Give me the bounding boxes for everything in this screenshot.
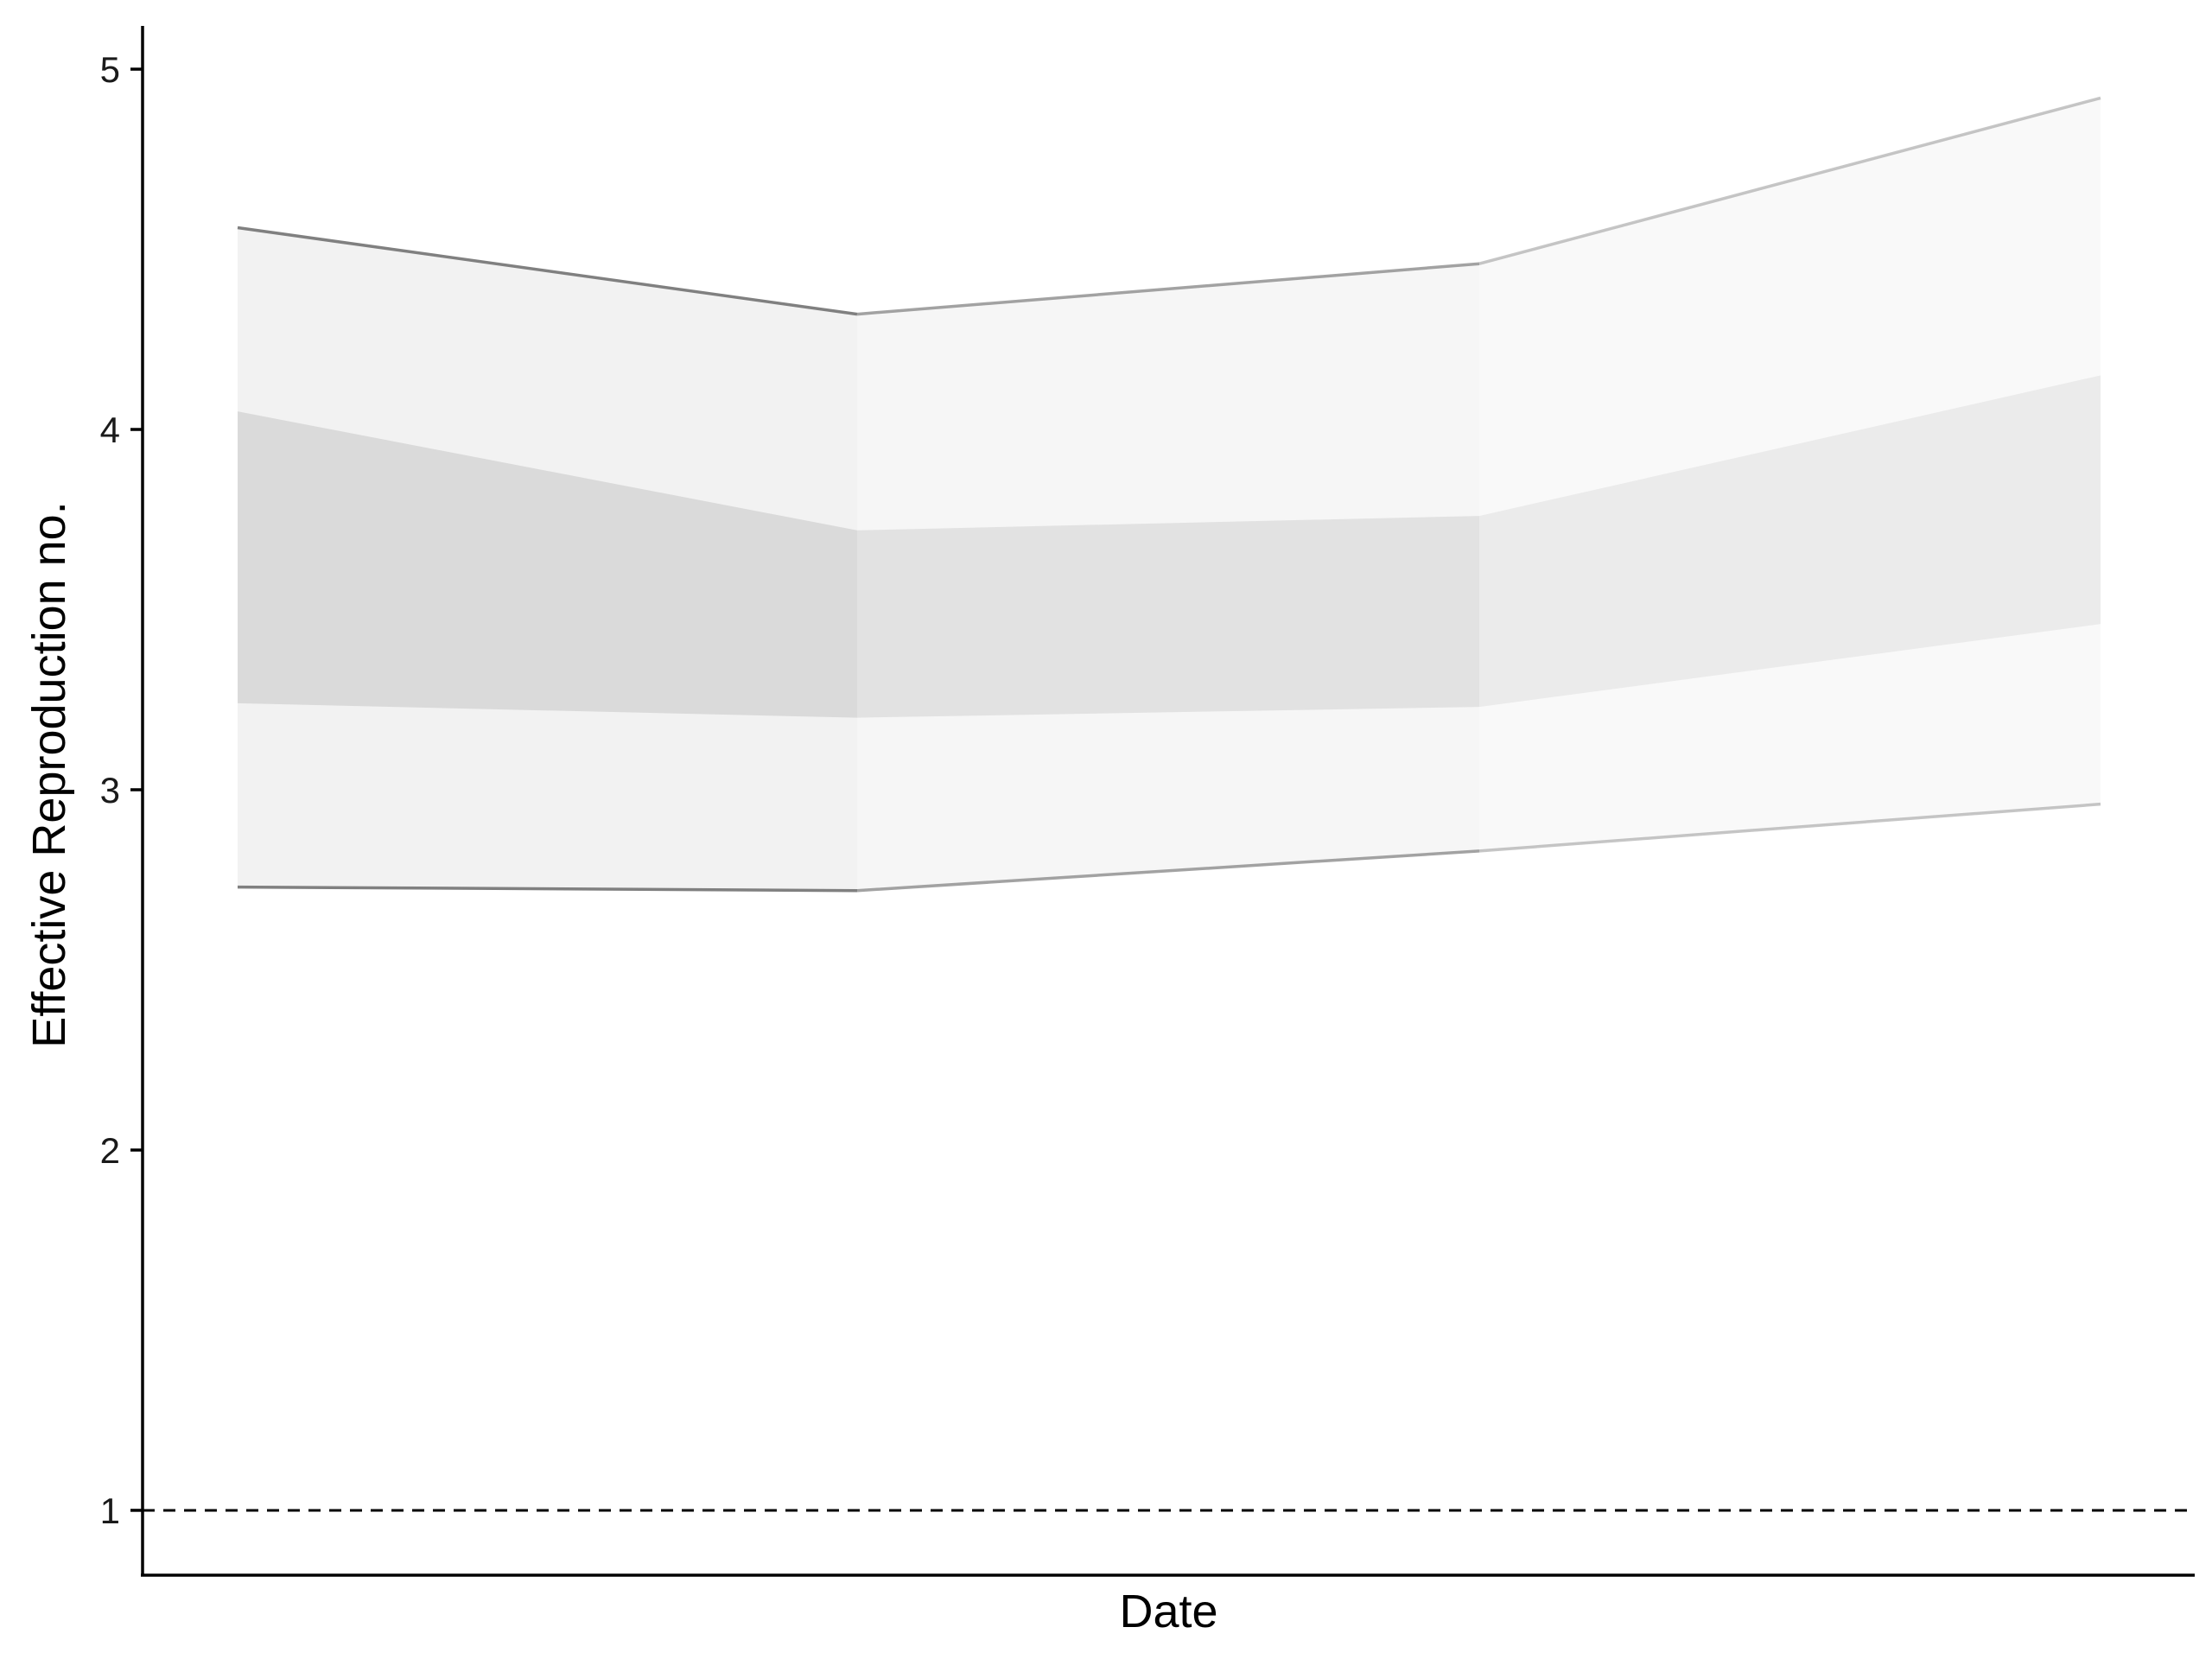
upper-bound-segment-2 bbox=[856, 262, 1480, 316]
y-axis-ticks: 1 2 3 4 5 bbox=[100, 49, 143, 1531]
lower-bound-segment-2 bbox=[856, 849, 1480, 893]
band-1-segment-3 bbox=[1479, 98, 2101, 851]
lower-bound-segment-1 bbox=[237, 885, 858, 893]
band-2-segment-1 bbox=[238, 411, 857, 718]
y-tick-label-2: 2 bbox=[100, 1130, 120, 1171]
y-tick-label-1: 1 bbox=[100, 1491, 120, 1531]
y-tick-label-4: 4 bbox=[100, 410, 120, 450]
upper-bound-segment-3 bbox=[1478, 96, 2101, 265]
band-2-segment-3 bbox=[1479, 375, 2101, 708]
axes bbox=[141, 26, 2195, 1577]
lower-bound-segment-3 bbox=[1478, 802, 2101, 853]
credible-interval-bands bbox=[238, 98, 2101, 891]
band-2-segment-2 bbox=[857, 516, 1479, 718]
x-axis-title: Date bbox=[1119, 1586, 1217, 1637]
y-tick-label-3: 3 bbox=[100, 770, 120, 810]
upper-bound-segment-1 bbox=[237, 226, 858, 316]
y-tick-label-5: 5 bbox=[100, 49, 120, 90]
interval-bound-lines bbox=[237, 96, 2101, 893]
y-axis-title: Effective Reproduction no. bbox=[23, 501, 75, 1047]
